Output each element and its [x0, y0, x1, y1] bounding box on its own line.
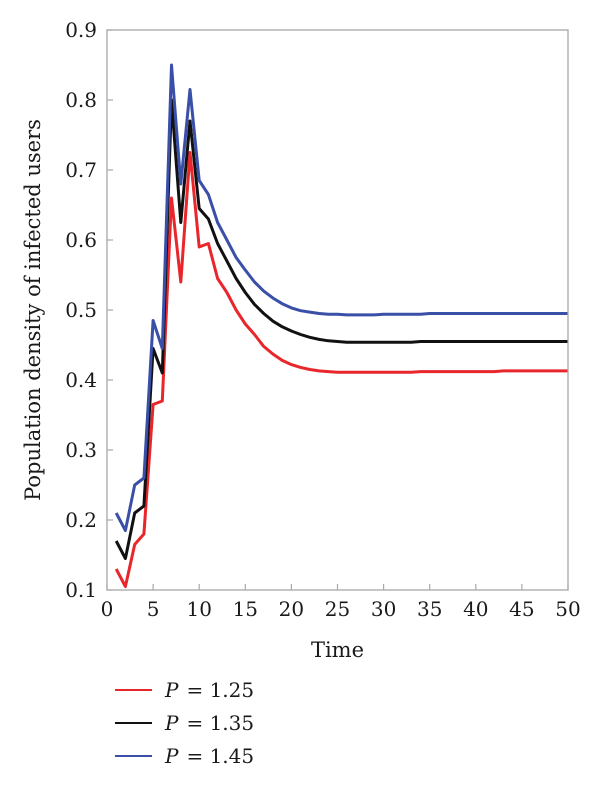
x-tick-label: 35	[417, 597, 442, 621]
legend-value: = 1.25	[186, 678, 254, 702]
y-tick-label: 0.7	[65, 158, 97, 182]
y-tick-label: 0.3	[65, 438, 97, 462]
x-tick-label: 5	[147, 597, 160, 621]
x-tick-label: 45	[509, 597, 534, 621]
x-tick-label: 15	[233, 597, 258, 621]
y-tick-label: 0.4	[65, 368, 97, 392]
y-axis-ticks: 0.1 0.2 0.3 0.4 0.5 0.6 0.7 0.8 0.9	[65, 18, 113, 602]
series-line-3	[114, 63, 568, 532]
x-tick-label: 30	[371, 597, 396, 621]
x-tick-label: 40	[463, 597, 488, 621]
y-axis-title: Population density of infected users	[21, 119, 45, 501]
series-line-2	[114, 98, 568, 560]
y-tick-label: 0.5	[65, 298, 97, 322]
y-tick-label: 0.1	[65, 578, 97, 602]
x-axis-ticks: 0 5 10 15 20 25 30 35 40 45 50	[101, 584, 581, 621]
legend-label-2: P = 1.35	[164, 711, 254, 735]
x-tick-label: 20	[279, 597, 304, 621]
x-tick-label: 0	[101, 597, 114, 621]
series-line-1	[114, 151, 568, 588]
legend-value: = 1.45	[186, 744, 254, 768]
legend-value: = 1.35	[186, 711, 254, 735]
x-tick-label: 25	[325, 597, 350, 621]
x-tick-label: 50	[555, 597, 580, 621]
y-tick-label: 0.2	[65, 508, 97, 532]
plot-lines	[114, 63, 568, 588]
x-tick-label: 10	[186, 597, 211, 621]
legend-variable: P	[164, 711, 179, 735]
y-tick-label: 0.9	[65, 18, 97, 42]
legend-variable: P	[164, 744, 179, 768]
legend-label-1: P = 1.25	[164, 678, 254, 702]
x-axis-title: Time	[311, 638, 364, 662]
y-tick-label: 0.8	[65, 88, 97, 112]
legend-variable: P	[164, 678, 179, 702]
legend: P = 1.25 P = 1.35 P = 1.45	[115, 678, 254, 768]
y-tick-label: 0.6	[65, 228, 97, 252]
legend-label-3: P = 1.45	[164, 744, 254, 768]
